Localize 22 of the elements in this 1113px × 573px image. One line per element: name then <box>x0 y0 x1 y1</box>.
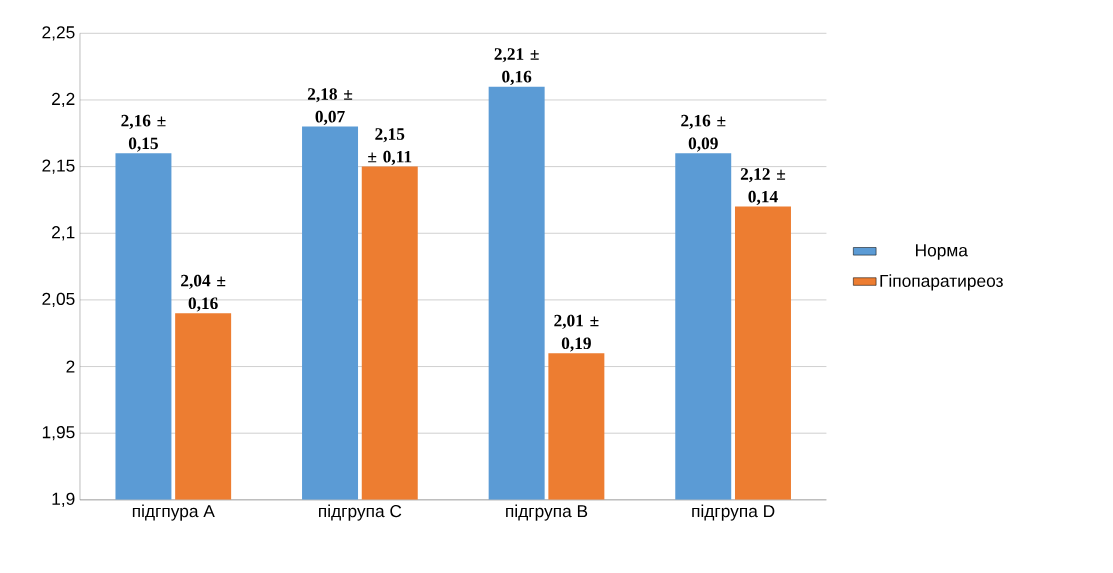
x-tick-label: підгрупа В <box>506 504 588 521</box>
data-label: 2,16 ± 0,15 <box>121 114 166 152</box>
legend-label: Гіпопаратиреоз <box>880 274 1003 291</box>
data-label: 2,21 ± 0,16 <box>494 48 539 85</box>
y-tick-label: 2,2 <box>52 92 75 108</box>
y-tick-label: 1,95 <box>42 425 75 441</box>
data-label: 2,04 ± 0,16 <box>181 274 226 312</box>
data-label: 2,15 ± 0,11 <box>368 128 412 165</box>
y-tick-label: 2,05 <box>42 292 75 307</box>
x-tick-label: підгрупа D <box>692 504 775 521</box>
data-label: 2,16 ± 0,09 <box>681 114 726 152</box>
data-label: 2,12 ± 0,14 <box>740 168 786 205</box>
x-tick-label: підгрупа С <box>319 504 402 521</box>
y-tick-label: 2,25 <box>42 26 75 41</box>
x-tick-label: підгпура А <box>132 504 215 521</box>
data-label: 2,01 ± 0,19 <box>554 314 599 352</box>
data-label: 2,18 ± 0,07 <box>307 88 353 125</box>
y-tick-label: 2,1 <box>52 226 75 241</box>
legend-label: Норма <box>916 244 968 260</box>
y-tick-label: 2 <box>66 360 75 373</box>
y-tick-label: 1,9 <box>52 492 75 507</box>
y-tick-label: 2,15 <box>42 159 75 174</box>
